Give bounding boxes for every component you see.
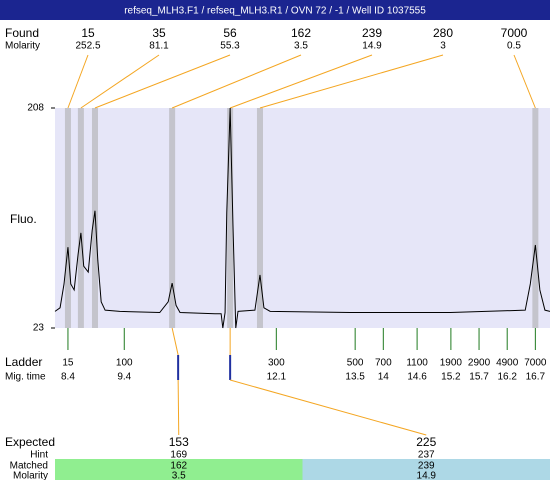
peak-band <box>64 108 71 328</box>
expected-molarity: 3.5 <box>172 471 186 480</box>
peak-size: 35 <box>152 26 166 40</box>
peak-molarity: 0.5 <box>507 41 521 52</box>
ladder-size: 1900 <box>440 358 463 369</box>
title-bar <box>0 0 550 20</box>
peak-size: 162 <box>291 26 311 40</box>
ladder-time: 15.7 <box>469 372 489 383</box>
hint-size: 169 <box>170 450 187 461</box>
expected-link <box>171 327 179 356</box>
expected-size: 153 <box>169 435 189 449</box>
ladder-size: 7000 <box>524 358 547 369</box>
ladder-time: 16.2 <box>497 372 517 383</box>
peak-link <box>94 54 231 109</box>
ladder-size: 1100 <box>406 358 428 369</box>
peak-molarity: 81.1 <box>149 41 169 52</box>
peak-band <box>227 108 234 328</box>
mig-time-label: Mig. time <box>5 372 46 383</box>
peak-link <box>80 54 160 109</box>
peak-link <box>259 54 444 109</box>
peak-link <box>229 54 373 109</box>
ladder-label: Ladder <box>5 355 42 369</box>
peak-molarity: 55.3 <box>220 41 240 52</box>
trace <box>54 107 550 329</box>
peak-molarity: 252.5 <box>75 41 100 52</box>
peak-band <box>169 108 176 328</box>
expected-link <box>230 379 427 436</box>
expected-link <box>177 379 180 436</box>
peak-size: 15 <box>81 26 95 40</box>
expected-molarity: 14.9 <box>417 471 437 480</box>
ladder-time: 9.4 <box>117 372 131 383</box>
ladder-size: 100 <box>116 358 133 369</box>
ladder-time: 14.6 <box>407 372 427 383</box>
ladder-time: 8.4 <box>61 372 75 383</box>
chart-title: refseq_MLH3.F1 / refseq_MLH3.R1 / OVN 72… <box>124 6 426 17</box>
peak-molarity: 3 <box>440 41 446 52</box>
matched-panel <box>302 459 550 480</box>
expected-size: 225 <box>416 435 436 449</box>
peak-band <box>532 108 539 328</box>
peak-band <box>256 108 263 328</box>
hint-label: Hint <box>30 450 48 461</box>
matched-size: 239 <box>418 461 435 472</box>
found-label: Found <box>5 26 39 40</box>
peak-size: 280 <box>433 26 453 40</box>
ladder-size: 300 <box>268 358 285 369</box>
ladder-time: 12.1 <box>267 372 287 383</box>
matched-size: 162 <box>170 461 187 472</box>
peak-band <box>77 108 84 328</box>
ladder-size: 500 <box>347 358 364 369</box>
ladder-size: 700 <box>375 358 392 369</box>
expected-molarity-label: Molarity <box>13 471 48 480</box>
hint-size: 237 <box>418 450 435 461</box>
peak-size: 239 <box>362 26 382 40</box>
ladder-time: 16.7 <box>526 372 546 383</box>
peak-size: 7000 <box>501 26 528 40</box>
found-molarity-label: Molarity <box>5 41 40 52</box>
peak-link <box>171 54 302 109</box>
peak-molarity: 14.9 <box>362 41 382 52</box>
ladder-time: 14 <box>378 372 390 383</box>
ladder-time: 13.5 <box>345 372 365 383</box>
ladder-size: 2900 <box>468 358 491 369</box>
y-tick-label: 208 <box>27 103 44 114</box>
peak-size: 56 <box>223 26 237 40</box>
ladder-size: 15 <box>62 358 74 369</box>
matched-panel <box>55 459 303 480</box>
peak-link <box>67 54 89 109</box>
expected-label: Expected <box>5 435 55 449</box>
y-tick-label: 23 <box>33 323 45 334</box>
peak-link <box>513 54 536 109</box>
matched-label: Matched <box>10 461 48 472</box>
peak-molarity: 3.5 <box>294 41 308 52</box>
plot-area <box>55 108 550 328</box>
y-axis-label: Fluo. <box>10 212 37 226</box>
ladder-size: 4900 <box>496 358 519 369</box>
ladder-time: 15.2 <box>441 372 461 383</box>
